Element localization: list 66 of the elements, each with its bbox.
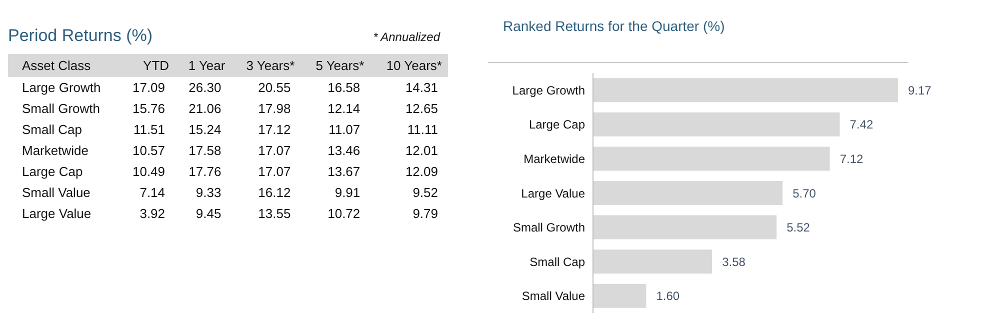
data-label: 11.07	[328, 121, 362, 139]
data-label: 17.07	[257, 142, 292, 160]
data-label: 12.01	[404, 142, 439, 160]
data-label: 9.33	[194, 184, 222, 202]
bar	[593, 215, 777, 240]
category-label: Marketwide	[21, 142, 90, 160]
data-label: 10.72	[326, 205, 362, 223]
data-label: 12.09	[404, 163, 439, 181]
data-label: 5.70	[792, 186, 816, 200]
category-label: Small Value	[21, 184, 92, 202]
data-label: 9.79	[412, 205, 439, 223]
data-label: 7.42	[850, 118, 874, 132]
data-label: 13.55	[257, 205, 292, 223]
bar	[593, 250, 712, 274]
data-label: 17.09	[131, 79, 166, 97]
y-tick-label: Small Cap	[530, 254, 586, 269]
text: * Annualized	[373, 30, 440, 44]
category-label: Large Value	[21, 205, 92, 223]
data-label: 14.31	[404, 79, 439, 97]
y-tick-label: Small Value	[522, 289, 586, 304]
category-label: Small Cap	[21, 121, 83, 139]
data-label: 9.45	[194, 205, 222, 223]
data-label: 11.11	[406, 121, 439, 139]
data-label: 17.98	[257, 100, 292, 118]
data-label: 16.58	[326, 79, 362, 97]
data-label: 17.76	[188, 163, 222, 181]
data-label: 7.12	[840, 152, 864, 166]
data-label: 17.58	[188, 142, 222, 160]
bar	[593, 146, 830, 171]
y-tick-label: Small Growth	[512, 220, 585, 235]
data-label: 9.17	[908, 83, 932, 98]
data-label: 11.51	[132, 121, 166, 139]
data-label: 26.30	[188, 79, 222, 97]
data-label: 3.92	[138, 205, 166, 223]
category-label: Large Cap	[21, 163, 84, 181]
data-label: 9.91	[334, 184, 362, 202]
data-label: 5.52	[786, 220, 810, 235]
bar	[593, 78, 898, 102]
y-tick-label: Large Growth	[512, 83, 585, 98]
bar	[593, 284, 646, 308]
category-label: Large Growth	[21, 79, 102, 97]
data-label: 17.07	[257, 163, 292, 181]
category-label: Small Growth	[21, 100, 102, 118]
bar	[593, 112, 840, 136]
data-label: 10.57	[131, 142, 166, 160]
data-label: 13.46	[326, 142, 362, 160]
data-label: 15.76	[131, 100, 166, 118]
data-label: 21.06	[188, 100, 222, 118]
data-label: 13.67	[326, 163, 362, 181]
data-label: 12.65	[404, 100, 439, 118]
text: Period Returns (%)	[8, 26, 153, 46]
y-tick-label: Large Cap	[528, 118, 586, 132]
bar	[593, 181, 783, 205]
y-tick-label: Large Value	[521, 186, 586, 200]
data-label: 10.49	[131, 163, 166, 181]
data-label: 3.58	[722, 254, 746, 269]
data-label: 16.12	[257, 184, 292, 202]
data-label: 1.60	[656, 289, 680, 304]
y-tick-label: Marketwide	[524, 152, 586, 166]
data-label: 17.12	[257, 121, 292, 139]
data-label: 20.55	[257, 79, 292, 97]
chart-title: Ranked Returns for the Quarter (%)	[503, 18, 726, 34]
data-label: 7.14	[138, 184, 166, 202]
data-label: 12.14	[326, 100, 362, 118]
data-label: 9.52	[412, 184, 439, 202]
data-label: 15.24	[188, 121, 222, 139]
